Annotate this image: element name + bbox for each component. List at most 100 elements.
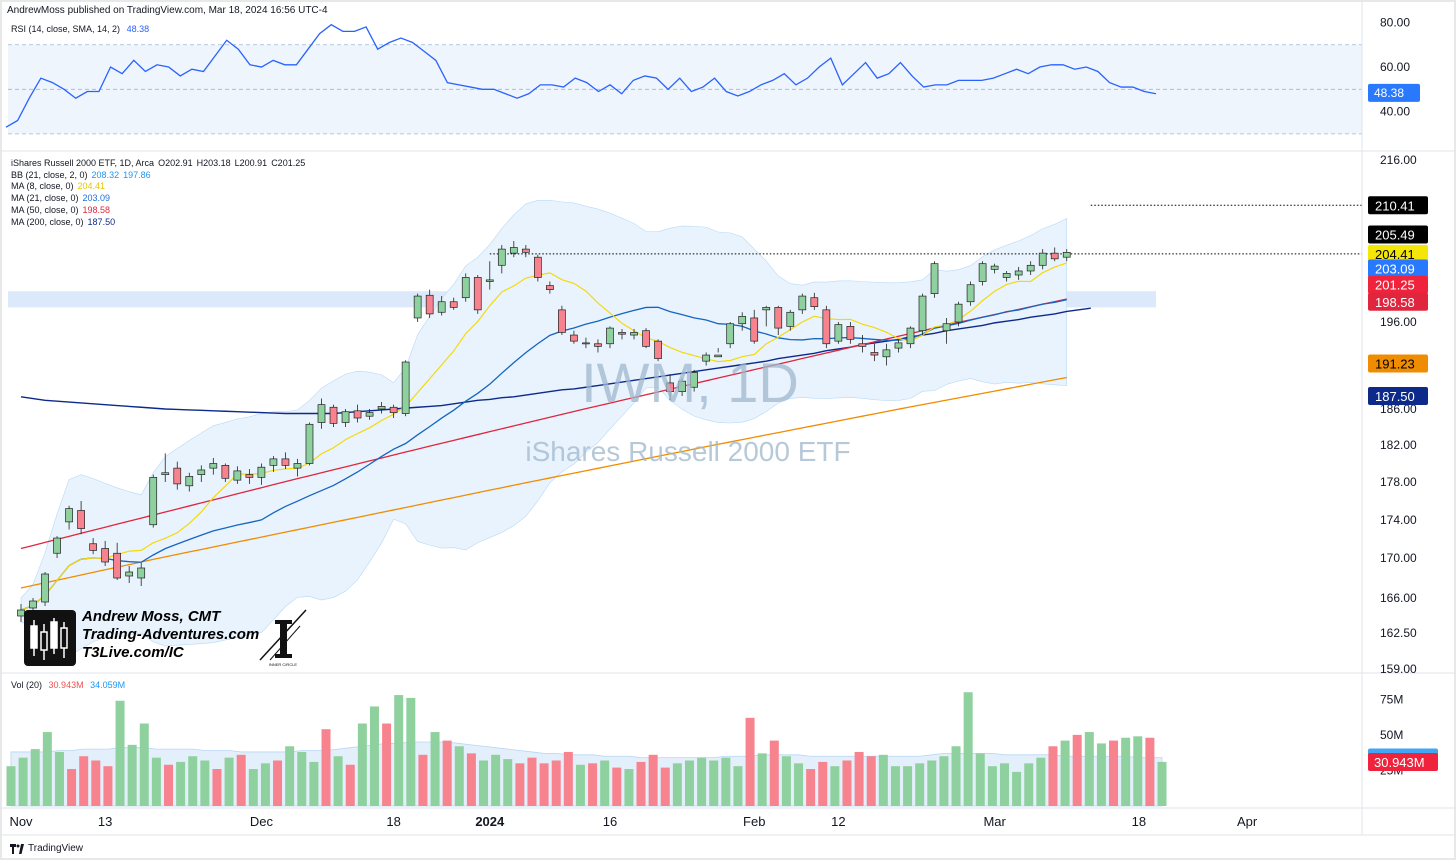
volume-bar [333,756,343,806]
candle [365,412,374,417]
main-legend-value: 197.86 [123,169,151,180]
main-legend-value: 208.32 [91,169,120,180]
tradingview-brand[interactable]: TradingView [10,843,83,854]
author-signature: Andrew Moss, CMT Trading-Adventures.com … [24,608,314,670]
volume-bar [951,746,961,806]
main-legend-row[interactable]: MA (21, close, 0) 203.09 [11,193,110,203]
time-tick-label: 18 [1132,814,1146,829]
candle [702,354,710,362]
main-legend-row[interactable]: MA (200, close, 0) 187.50 [11,217,115,227]
price-tick-label: 178.00 [1380,475,1417,489]
candle [425,294,434,315]
candle [942,323,951,332]
time-tick-label: Dec [250,814,274,829]
time-tick-label: 12 [831,814,845,829]
candle [690,372,698,388]
time-tick-label: Apr [1237,814,1258,829]
signature-text: Andrew Moss, CMT Trading-Adventures.com … [82,608,259,662]
candle [497,248,506,266]
rsi-line [5,23,1157,128]
volume-bar [1048,746,1058,806]
main-legend-row[interactable]: BB (21, close, 2, 0) 208.32 197.86 [11,170,151,180]
volume-bar [818,761,828,806]
volume-bar [1133,736,1143,806]
main-legend-row[interactable]: MA (8, close, 0) 204.41 [11,181,105,191]
candle [125,571,134,577]
volume-bar [200,760,210,806]
price-tag-label: 191.23 [1375,356,1415,371]
candle [1002,273,1011,278]
volume-bar [975,753,985,806]
candle [798,295,807,311]
volume-bar [600,760,610,806]
candle [161,472,170,475]
candle [786,311,795,327]
volume-bar [830,766,840,806]
volume-bar [345,764,355,806]
price-tag [1368,354,1428,373]
volume-bar [212,769,222,806]
main-legend-label: iShares Russell 2000 ETF, 1D, Arca [11,158,155,168]
candle [810,297,819,307]
main-legend-label: MA (200, close, 0) [11,216,84,227]
candle [882,349,891,358]
price-tag [1368,196,1428,215]
volume-bar [176,761,186,806]
candle [437,301,446,313]
ma50-line [20,298,1067,550]
bollinger-band [20,199,1068,657]
main-legend-label: MA (50, close, 0) [11,204,79,215]
volume-tick-label: 75M [1380,692,1403,706]
candle [209,463,218,469]
candle [149,477,158,526]
price-tick-label: 159.00 [1380,662,1417,676]
volume-bar [236,754,246,806]
candle [630,332,638,336]
rsi-last-value-tag [1368,83,1420,102]
volume-tick-label: 50M [1380,728,1403,742]
volume-bar [491,754,501,806]
price-tag [1368,275,1428,294]
volume-bar [1121,737,1131,806]
volume-legend[interactable]: Vol (20) 30.943M 34.059M [11,680,125,690]
ma21-line [20,299,1067,611]
volume-bar [781,756,791,806]
candle [966,284,975,303]
candle [858,343,867,347]
main-legend-row[interactable]: iShares Russell 2000 ETF, 1D, Arca O202.9… [11,158,305,168]
time-tick-label: 2024 [475,814,505,829]
candle [233,470,242,481]
volume-legend-label: Vol (20) [11,680,43,690]
candle [377,406,386,410]
candle [101,548,109,563]
candle [918,295,927,332]
volume-bar [575,764,585,806]
candle [281,458,290,466]
volume-bar [248,769,258,806]
price-tag-label: 203.09 [1375,262,1415,277]
candle [77,510,85,529]
price-tick-label: 162.50 [1380,626,1417,640]
candle [546,285,554,290]
rsi-pane [5,23,1362,135]
volume-bar [1096,743,1106,806]
candle [822,309,831,345]
time-tick-label: Nov [9,814,33,829]
candle [53,537,61,554]
volume-bar [588,763,598,806]
candle [461,277,470,299]
tradingview-logo-icon [10,843,24,854]
candle [1026,264,1035,272]
ma-orange-line [20,376,1067,589]
volume-bar [1157,761,1167,806]
volume-bar [260,763,270,806]
candle [413,295,422,319]
price-tag [1368,386,1428,405]
volume-pane [6,692,1167,807]
candle [509,247,518,254]
volume-bar [721,757,731,806]
main-legend-row[interactable]: MA (50, close, 0) 198.58 [11,205,110,215]
rsi-legend[interactable]: RSI (14, close, SMA, 14, 2) 48.38 [11,24,149,34]
price-tick-label: 182.00 [1380,438,1417,452]
